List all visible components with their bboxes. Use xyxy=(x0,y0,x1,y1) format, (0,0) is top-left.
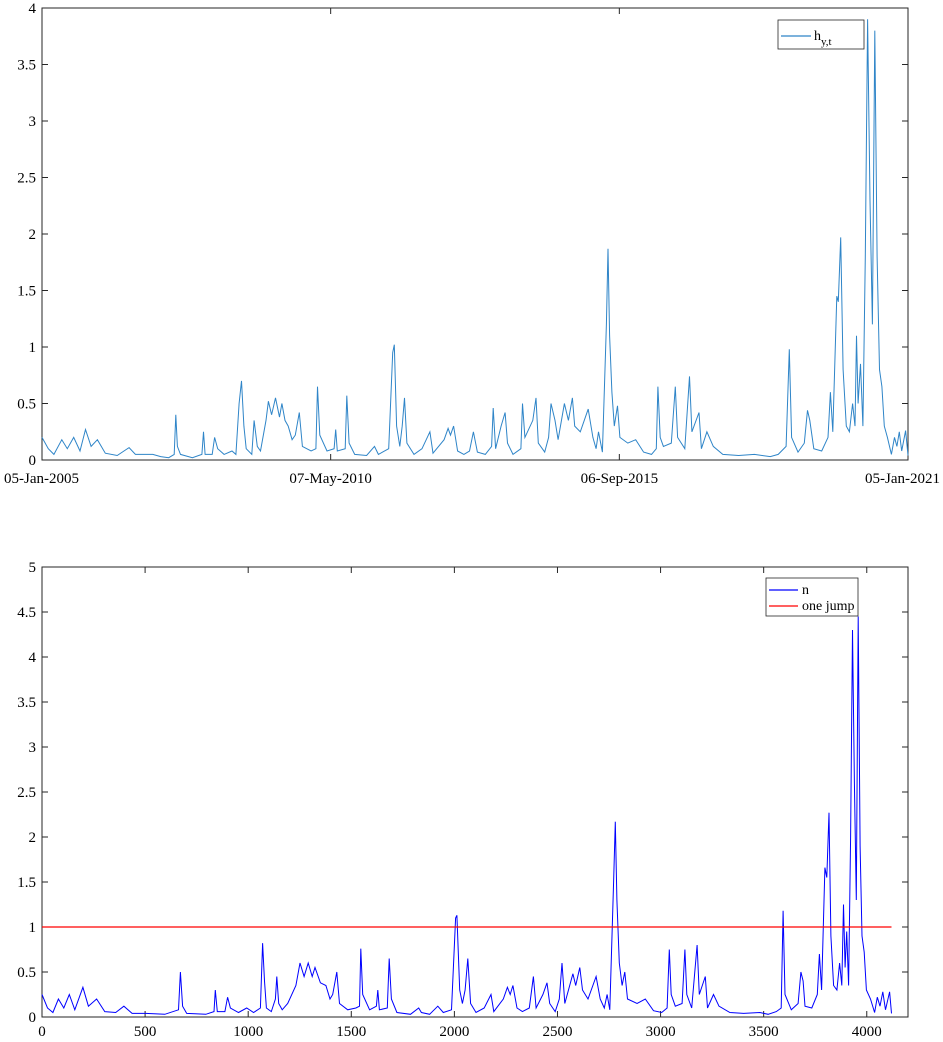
y-tick-label: 5 xyxy=(29,560,37,576)
series-h-y-t-line xyxy=(41,19,909,459)
x-tick-label: 2500 xyxy=(542,1024,572,1040)
y-tick-label: 3.5 xyxy=(17,695,36,711)
y-tick-label: 0.5 xyxy=(17,965,36,981)
y-tick-label: 0 xyxy=(29,453,37,469)
x-tick-label: 05-Jan-2005 xyxy=(4,471,79,487)
chart-top: 0 0.5 1 1.5 2 2.5 3 3.5 4 05-Jan-2005 07-May-2010… xyxy=(4,1,940,487)
y-tick-label: 4.5 xyxy=(17,605,36,621)
y-tick-label: 3 xyxy=(29,740,37,756)
chart-bottom: 0 0.5 1 1.5 2 2.5 3 3.5 4 4.5 5 0 500 1000 1500 2000 25… xyxy=(17,560,909,1040)
y-tick-label: 2 xyxy=(29,830,37,846)
legend-label-h-y-t: hy,t xyxy=(814,29,832,48)
chart-bottom-x-axis: 0 500 1000 1500 2000 2500 3000 3500 4000 xyxy=(38,567,882,1040)
y-tick-label: 3 xyxy=(29,114,37,130)
y-tick-label: 2.5 xyxy=(17,785,36,801)
legend-label-one-jump: one jump xyxy=(802,599,855,614)
chart-bottom-legend: n one jump xyxy=(765,577,859,617)
legend-box xyxy=(765,577,859,617)
x-tick-label: 1000 xyxy=(233,1024,263,1040)
x-tick-label: 06-Sep-2015 xyxy=(581,471,659,487)
x-tick-label: 05-Jan-2021 xyxy=(865,471,940,487)
x-tick-label: 07-May-2010 xyxy=(289,471,372,487)
chart-top-y-axis: 0 0.5 1 1.5 2 2.5 3 3.5 4 xyxy=(17,1,908,469)
x-tick-label: 3000 xyxy=(646,1024,676,1040)
chart-bottom-y-axis: 0 0.5 1 1.5 2 2.5 3 3.5 4 4.5 5 xyxy=(17,560,908,1026)
x-tick-label: 0 xyxy=(38,1024,46,1040)
series-n-line xyxy=(41,616,892,1015)
legend-label-main: h xyxy=(814,29,821,44)
legend-label-subscript: y,t xyxy=(821,36,832,48)
chart-bottom-frame xyxy=(41,566,909,1018)
x-tick-label: 4000 xyxy=(852,1024,882,1040)
y-tick-label: 1 xyxy=(29,920,37,936)
y-tick-label: 1.5 xyxy=(17,284,36,300)
legend-box xyxy=(777,19,865,50)
chart-top-frame xyxy=(41,7,909,461)
x-tick-label: 500 xyxy=(134,1024,157,1040)
y-tick-label: 1 xyxy=(29,340,37,356)
legend-label-n: n xyxy=(802,583,809,598)
y-tick-label: 0 xyxy=(29,1010,37,1026)
y-tick-label: 4 xyxy=(29,1,37,17)
y-tick-label: 1.5 xyxy=(17,875,36,891)
x-tick-label: 3500 xyxy=(749,1024,779,1040)
y-tick-label: 3.5 xyxy=(17,58,36,74)
x-tick-label: 2000 xyxy=(439,1024,469,1040)
chart-top-x-axis: 05-Jan-2005 07-May-2010 06-Sep-2015 05-Jan-… xyxy=(4,8,940,487)
y-tick-label: 0.5 xyxy=(17,397,36,413)
y-tick-label: 2 xyxy=(29,227,37,243)
y-tick-label: 2.5 xyxy=(17,171,36,187)
y-tick-label: 4 xyxy=(29,650,37,666)
chart-top-legend: hy,t xyxy=(777,19,865,50)
x-tick-label: 1500 xyxy=(336,1024,366,1040)
